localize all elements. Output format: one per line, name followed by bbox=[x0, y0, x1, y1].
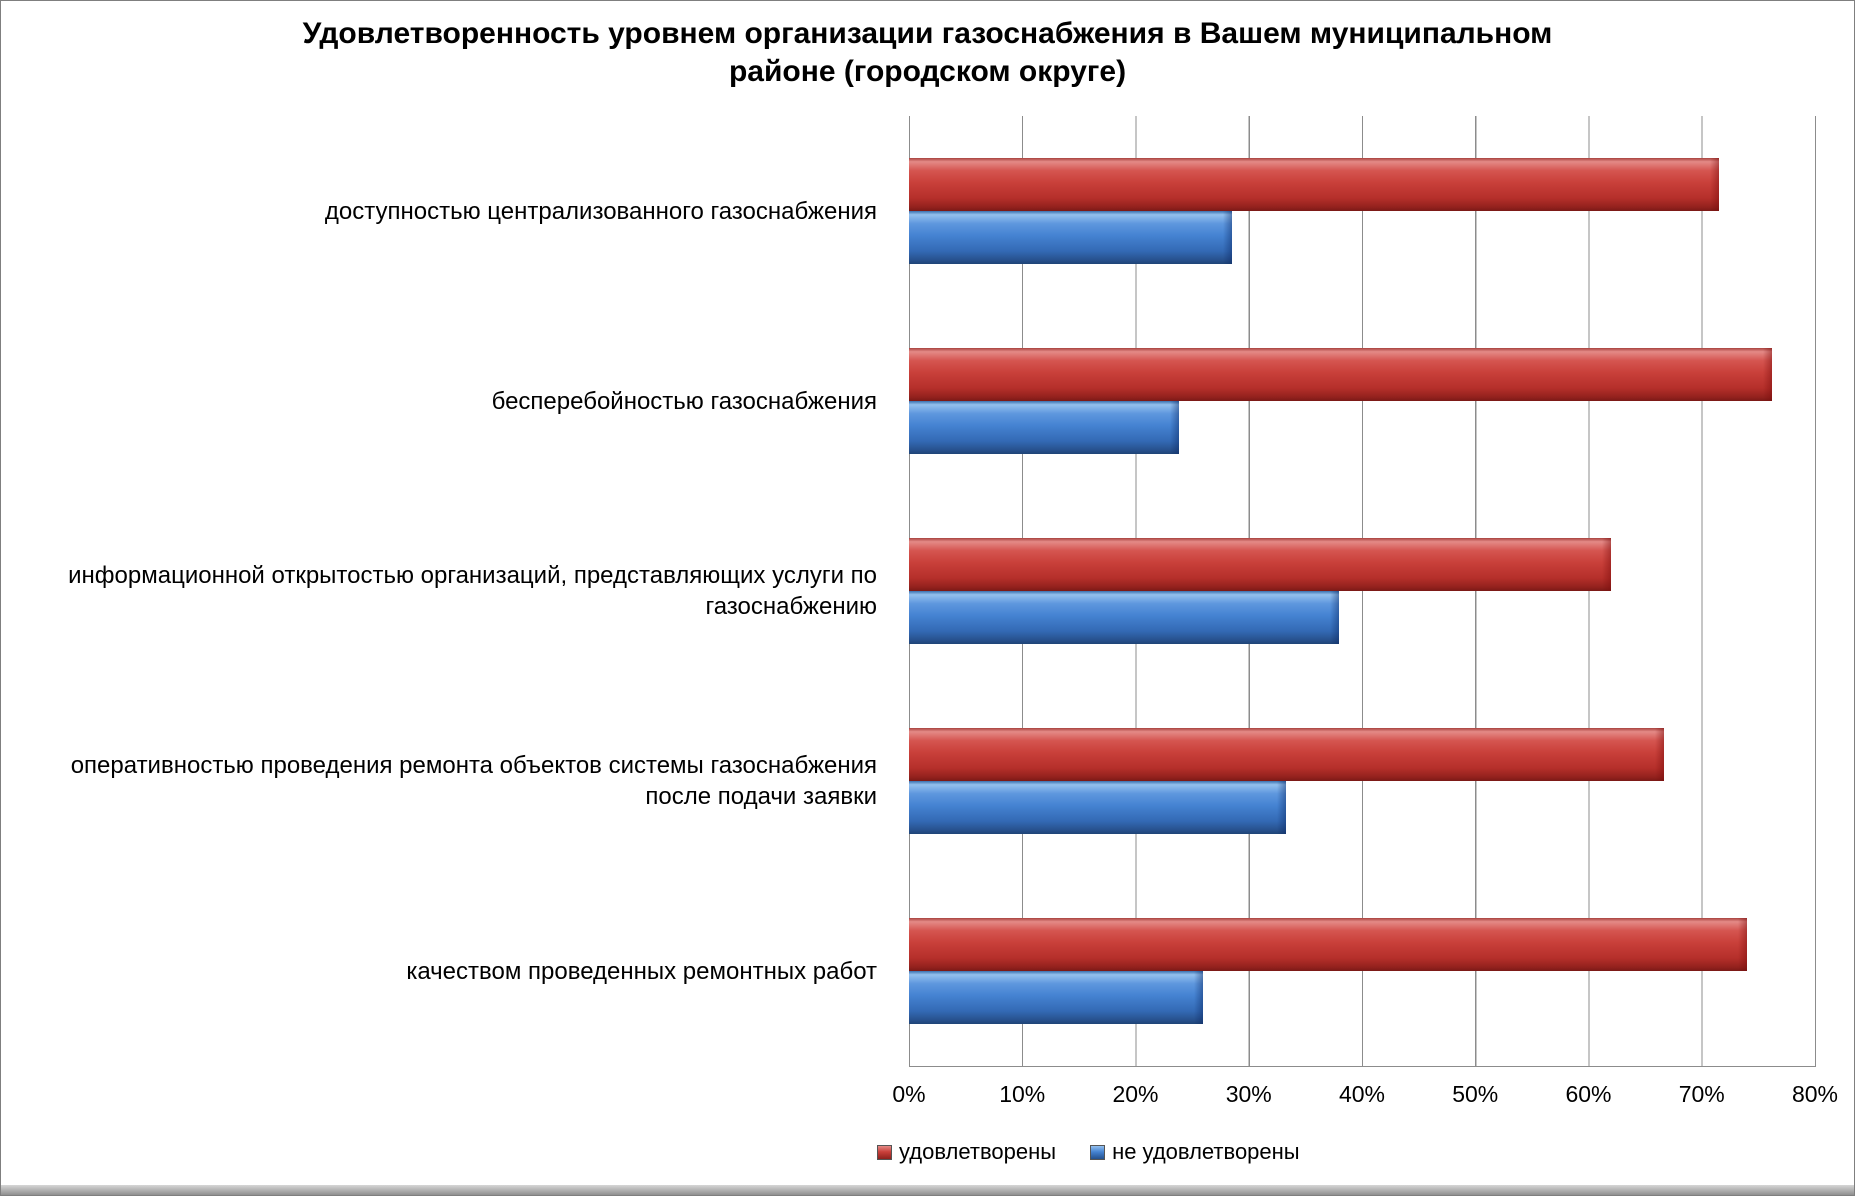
unsatisfied-bar bbox=[909, 591, 1340, 644]
category-label: качеством проведенных ремонтных работ bbox=[406, 957, 877, 985]
satisfied-bar bbox=[909, 158, 1719, 211]
category-label: бесперебойностью газоснабжения bbox=[491, 387, 877, 415]
category-label: доступностью централизованного газоснабж… bbox=[324, 197, 877, 225]
legend-label-satisfied: удовлетворены bbox=[899, 1139, 1057, 1164]
satisfied-bar bbox=[909, 538, 1612, 591]
unsatisfied-bar bbox=[909, 971, 1204, 1024]
bar-groups bbox=[909, 116, 1815, 1066]
x-tick-label: 40% bbox=[1338, 1081, 1386, 1107]
satisfied-bar bbox=[909, 348, 1772, 401]
legend: удовлетворены не удовлетворены bbox=[877, 1139, 1300, 1165]
legend-item-satisfied: удовлетворены bbox=[877, 1139, 1056, 1165]
category-label: оперативностью проведения ремонта объект… bbox=[70, 752, 877, 810]
chart-title: Удовлетворенность уровнем организации га… bbox=[218, 15, 1638, 91]
bar-group bbox=[909, 306, 1815, 496]
window-bottom-edge bbox=[1, 1185, 1854, 1195]
x-tick-label: 80% bbox=[1791, 1081, 1839, 1107]
x-tick-label: 30% bbox=[1225, 1081, 1272, 1107]
legend-swatch-unsatisfied-icon bbox=[1090, 1144, 1106, 1160]
bar-group bbox=[909, 876, 1815, 1066]
x-tick-label: 20% bbox=[1112, 1081, 1159, 1107]
x-tick-label: 50% bbox=[1452, 1081, 1499, 1107]
x-tick-label: 0% bbox=[892, 1081, 926, 1107]
plot-area bbox=[909, 116, 1816, 1067]
unsatisfied-bar bbox=[909, 401, 1179, 454]
x-tick-label: 70% bbox=[1678, 1081, 1725, 1107]
x-tick-label: 10% bbox=[999, 1081, 1046, 1107]
bar-group bbox=[909, 496, 1815, 686]
chart-title-line2: районе (городском округе) bbox=[728, 55, 1127, 88]
legend-label-unsatisfied: не удовлетворены bbox=[1112, 1139, 1300, 1164]
legend-item-unsatisfied: не удовлетворены bbox=[1090, 1139, 1300, 1165]
satisfied-bar bbox=[909, 918, 1748, 971]
legend-swatch-satisfied-icon bbox=[877, 1144, 892, 1160]
unsatisfied-bar bbox=[909, 211, 1232, 264]
satisfied-bar bbox=[909, 728, 1665, 781]
bar-group bbox=[909, 686, 1815, 876]
x-tick-label: 60% bbox=[1565, 1081, 1612, 1107]
category-label: информационной открытостью организаций, … bbox=[68, 562, 877, 620]
x-axis: 0% 10% 20% 30% 40% 50% 60% 70% 80% bbox=[892, 1081, 1838, 1115]
category-labels: доступностью централизованного газоснабж… bbox=[1, 116, 893, 1066]
bar-group bbox=[909, 116, 1815, 306]
unsatisfied-bar bbox=[909, 781, 1287, 834]
chart-title-line1: Удовлетворенность уровнем организации га… bbox=[302, 17, 1553, 50]
